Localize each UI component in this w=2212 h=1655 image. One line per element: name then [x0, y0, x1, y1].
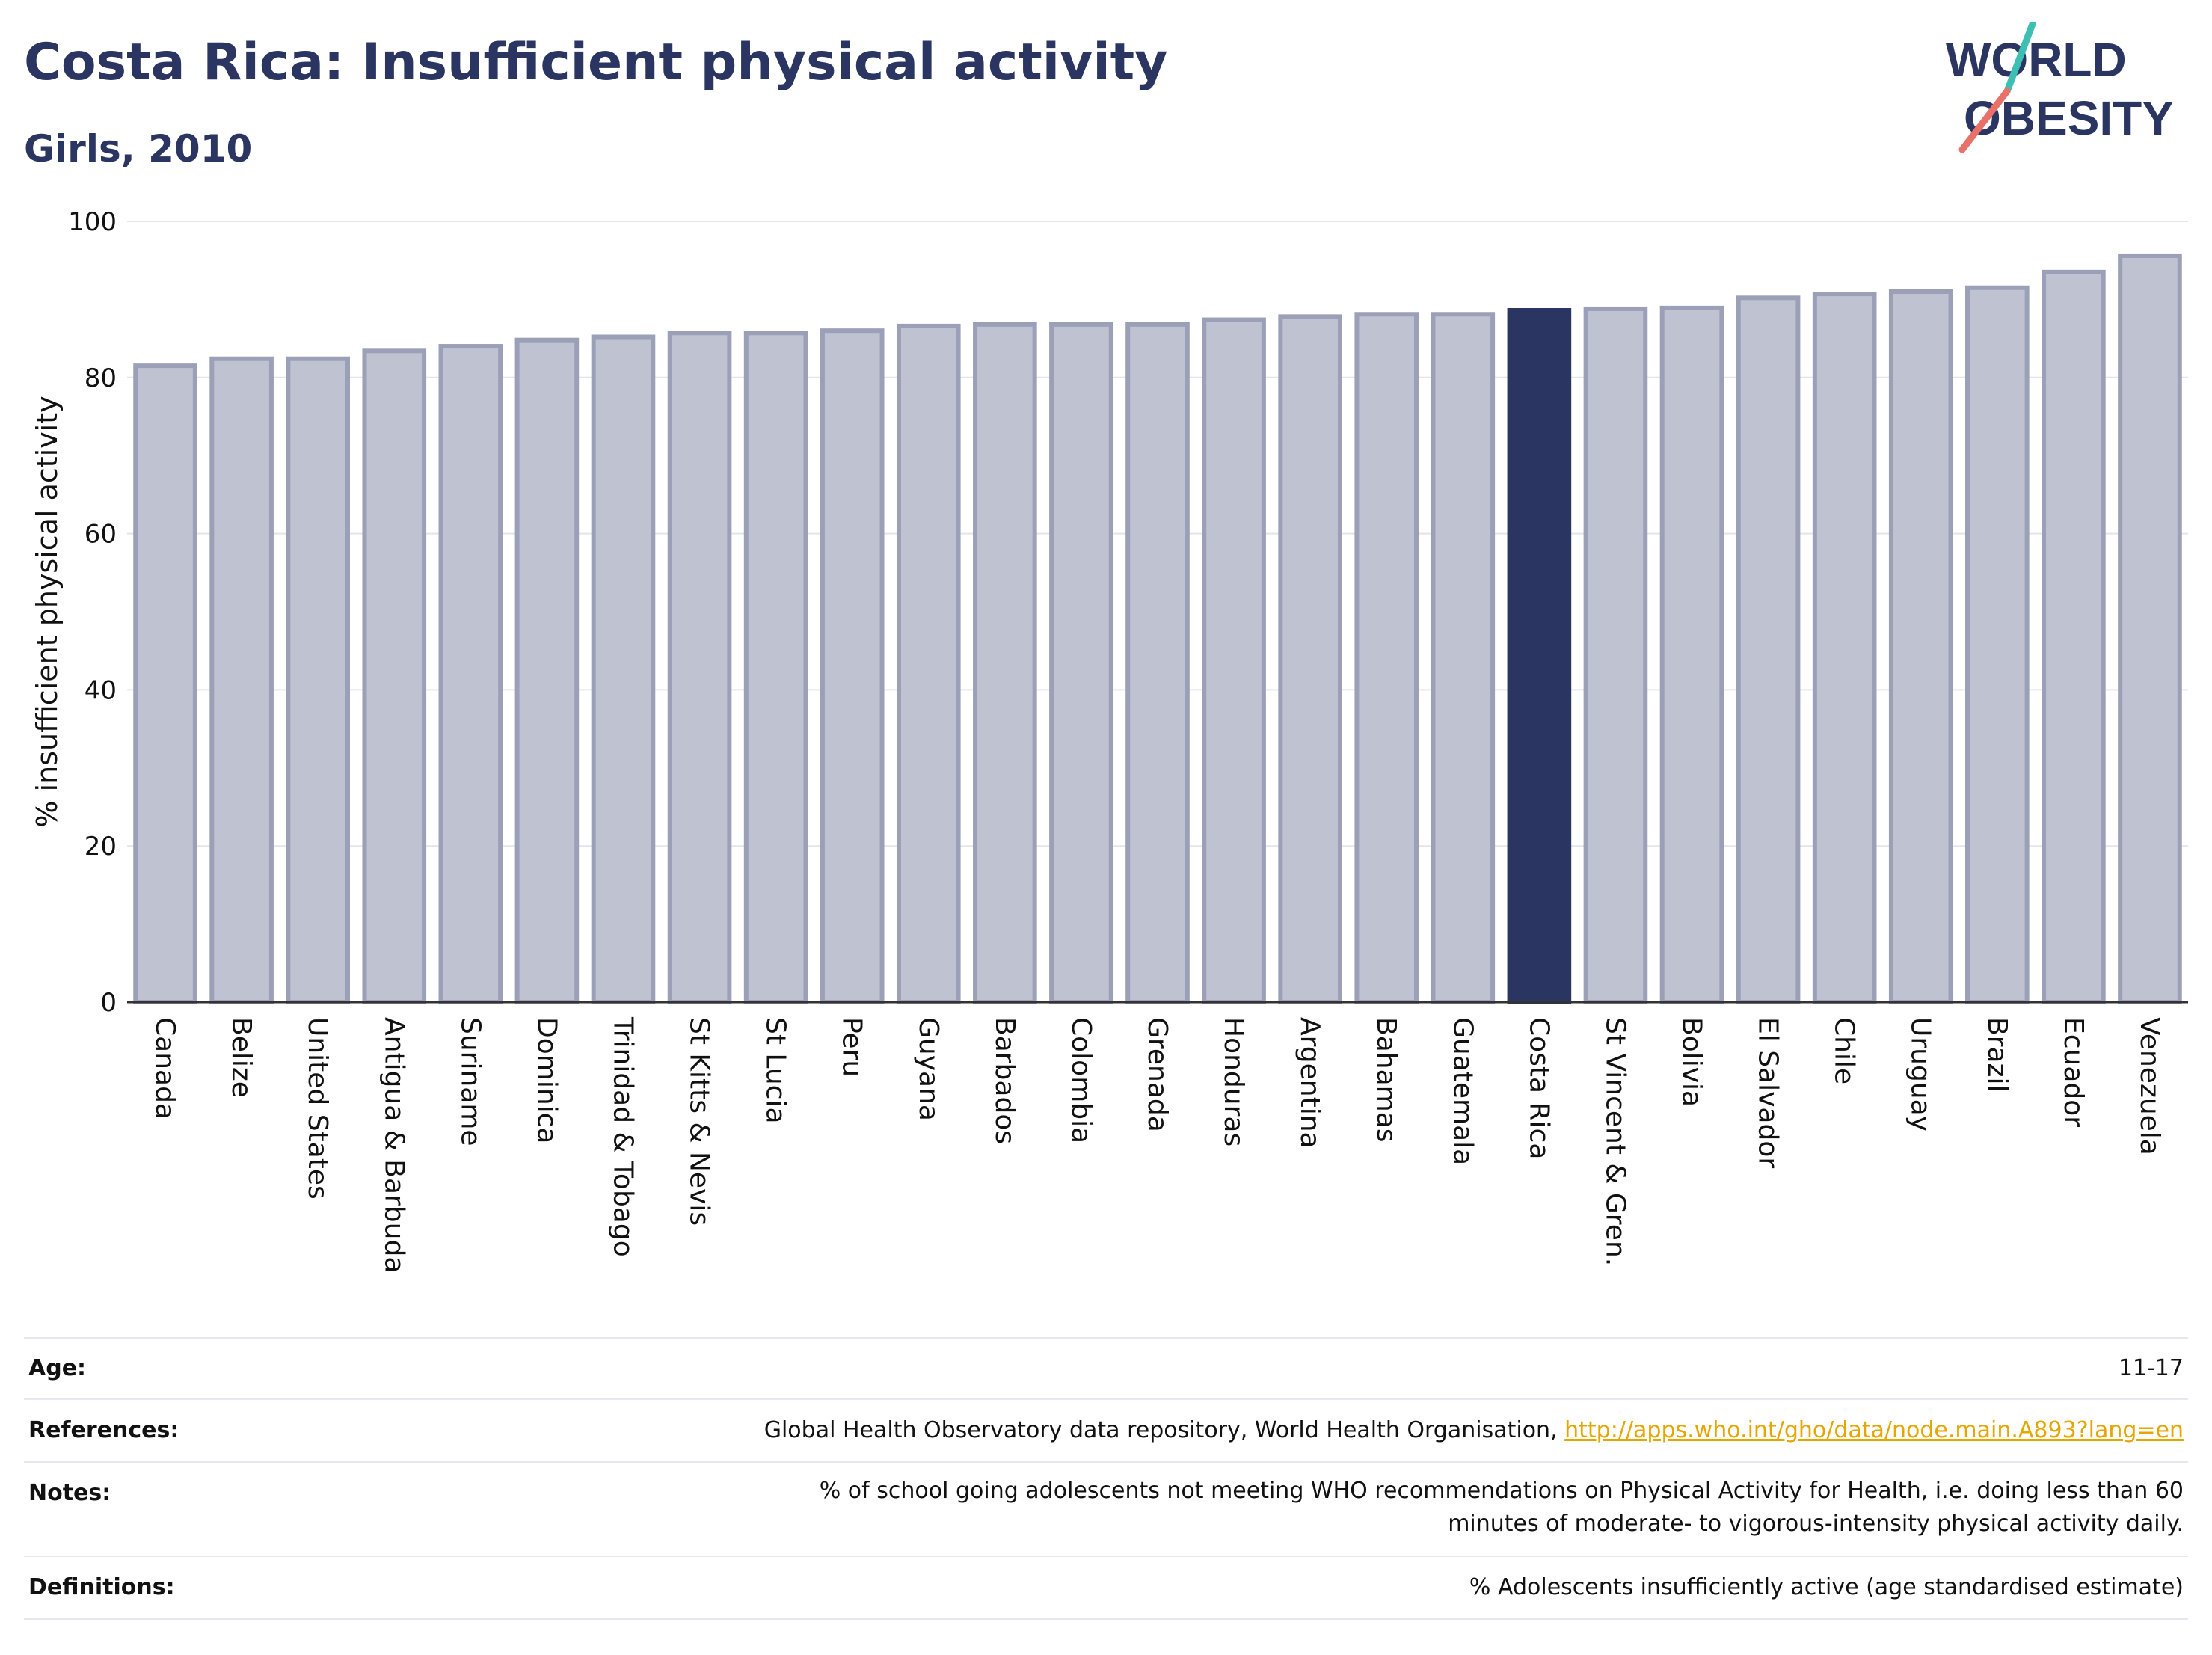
- meta-row-notes: Notes: % of school going adolescents not…: [24, 1461, 2188, 1556]
- bar-16: [1354, 312, 1419, 1004]
- bar-26: [2118, 253, 2182, 1005]
- meta-value-notes: % of school going adolescents not meetin…: [227, 1461, 2188, 1556]
- bar-9: [820, 328, 885, 1005]
- x-tick-label: Guatemala: [1447, 1017, 1478, 1165]
- logo-line1: WORLD: [1946, 33, 2127, 87]
- logo-slash-coral: [1958, 87, 2011, 153]
- reference-link[interactable]: http://apps.who.int/gho/data/node.main.A…: [1564, 1417, 2184, 1443]
- bar-5: [514, 337, 580, 1005]
- y-axis-label: % insufficient physical activity: [31, 396, 64, 827]
- x-tick-label: Belize: [226, 1017, 256, 1098]
- logo-slash-teal: [2003, 20, 2036, 95]
- x-tick-label: Dominica: [531, 1017, 562, 1144]
- chart-title: Costa Rica: Insufficient physical activi…: [24, 33, 1168, 92]
- bar-4: [438, 344, 503, 1005]
- bar-6: [591, 334, 656, 1004]
- bar-chart: 0 20 40 60 80 100 % insufficient physical acti…: [31, 207, 2188, 1273]
- bar-11: [973, 322, 1037, 1005]
- metadata-table: Age: 11-17 References: Global Health Obs…: [24, 1337, 2188, 1620]
- x-tick-label: Peru: [837, 1017, 867, 1077]
- bar-20: [1659, 305, 1724, 1005]
- x-tick-label: Honduras: [1218, 1017, 1249, 1146]
- y-tick-label: 100: [68, 207, 117, 237]
- bar-7: [667, 331, 732, 1005]
- x-tick-label: Argentina: [1294, 1017, 1325, 1149]
- meta-value-definitions: % Adolescents insufficiently active (age…: [227, 1556, 2188, 1620]
- bar-23: [1888, 289, 1953, 1004]
- x-tick-label: Guyana: [913, 1017, 944, 1121]
- bar-10: [896, 323, 961, 1004]
- x-tick-label: Trinidad & Tobago: [607, 1016, 638, 1257]
- x-tick-label: St Vincent & Gren.: [1600, 1017, 1630, 1266]
- logo-line2: OBESITY: [1964, 91, 2174, 145]
- y-tick-label: 60: [85, 520, 117, 550]
- x-tick-label: Grenada: [1142, 1017, 1173, 1132]
- x-tick-label: Venezuela: [2134, 1017, 2165, 1155]
- bar-24: [1965, 285, 2030, 1005]
- bar-19: [1583, 306, 1648, 1005]
- meta-key-references: References:: [24, 1398, 227, 1462]
- bar-18: [1507, 308, 1572, 1005]
- x-tick-label: St Kitts & Nevis: [684, 1017, 715, 1226]
- bar-13: [1125, 322, 1190, 1005]
- meta-key-notes: Notes:: [24, 1461, 227, 1556]
- meta-key-age: Age:: [24, 1337, 227, 1399]
- x-tick-label: Barbados: [989, 1017, 1020, 1144]
- world-obesity-logo: WORLD OBESITY: [1944, 20, 2199, 157]
- meta-value-age: 11-17: [227, 1337, 2188, 1399]
- x-tick-label: Bolivia: [1677, 1017, 1707, 1107]
- meta-row-definitions: Definitions: % Adolescents insufficientl…: [24, 1556, 2188, 1620]
- meta-value-references: Global Health Observatory data repositor…: [764, 1417, 1565, 1443]
- x-tick-label: Canada: [150, 1017, 180, 1120]
- bar-3: [362, 348, 427, 1004]
- bar-25: [2042, 269, 2106, 1005]
- x-tick-label: Bahamas: [1371, 1017, 1401, 1143]
- bar-12: [1049, 322, 1113, 1005]
- bar-0: [133, 363, 197, 1004]
- y-tick-label: 40: [85, 675, 117, 705]
- bar-22: [1812, 292, 1877, 1005]
- y-tick-label: 0: [100, 988, 117, 1018]
- bar-17: [1431, 312, 1496, 1004]
- bar-15: [1278, 314, 1342, 1005]
- x-tick-label: Antigua & Barbuda: [378, 1017, 409, 1273]
- meta-row-age: Age: 11-17: [24, 1337, 2188, 1399]
- bar-21: [1736, 295, 1801, 1004]
- x-tick-label: Ecuador: [2058, 1017, 2089, 1127]
- x-tick-label: El Salvador: [1753, 1017, 1784, 1168]
- x-tick-label: Brazil: [1982, 1017, 2012, 1092]
- x-tick-label: St Lucia: [761, 1017, 791, 1124]
- meta-key-definitions: Definitions:: [24, 1556, 227, 1620]
- bar-2: [286, 356, 350, 1004]
- bar-1: [209, 356, 274, 1004]
- x-tick-label: Costa Rica: [1523, 1017, 1554, 1159]
- bar-8: [743, 331, 808, 1005]
- x-tick-label: Uruguay: [1905, 1017, 1936, 1132]
- x-tick-label: Chile: [1829, 1017, 1860, 1084]
- y-tick-label: 20: [85, 832, 117, 862]
- y-tick-label: 80: [85, 363, 117, 393]
- x-tick-label: United States: [302, 1017, 333, 1200]
- meta-row-references: References: Global Health Observatory da…: [24, 1398, 2188, 1462]
- chart-subtitle: Girls, 2010: [24, 127, 253, 171]
- x-tick-label: Colombia: [1066, 1017, 1096, 1143]
- x-tick-label: Suriname: [455, 1017, 485, 1146]
- bar-14: [1202, 317, 1266, 1004]
